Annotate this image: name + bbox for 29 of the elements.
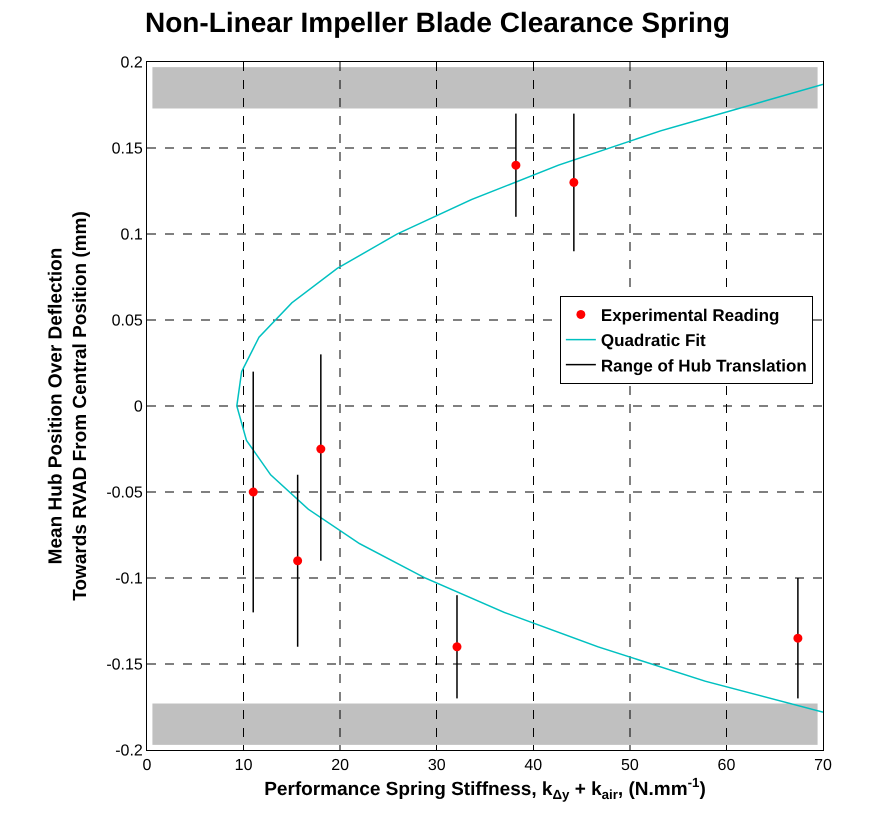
y-tick-label: 0.15 (112, 140, 143, 158)
point (293, 556, 302, 566)
x-tick-label: 20 (331, 757, 350, 774)
y-tick-label: 0 (134, 398, 143, 416)
point (793, 634, 802, 643)
y-tick-label: 0.05 (112, 312, 143, 330)
legend-label: Range of Hub Translation (600, 356, 807, 376)
x-axis-title: Performance Spring Stiffness, k$_{Δy}$ + k$_{air}$, (N.mm$^{-1}$) (264, 775, 706, 802)
legend-label: Quadratic Fit (600, 331, 706, 350)
point (316, 444, 326, 454)
x-tick-label: 40 (524, 757, 542, 774)
y-tick-label: -0.2 (115, 742, 143, 760)
point (452, 642, 462, 652)
point (248, 488, 258, 496)
x-tick-label: 50 (620, 757, 639, 774)
point (569, 178, 578, 187)
y-tick-label: 0.1 (120, 226, 143, 244)
y-tick-label: -0.1 (115, 570, 143, 588)
x-tick-label: 70 (814, 757, 832, 774)
x-tick-label: 10 (234, 757, 253, 774)
y-axis-title: Mean Hub Position Over Deflection Towards RVAD From Central Position (mm) (45, 211, 92, 601)
point (511, 160, 520, 170)
chart-title: Non-Linear Impeller Blade Clearance Spring (144, 7, 730, 38)
legend-label: Experimental Reading (600, 306, 780, 326)
x-tick-label: 30 (428, 757, 446, 774)
y-tick-label: 0.2 (120, 54, 143, 72)
y-tick-label: -0.05 (106, 484, 143, 502)
y-tick-label: -0.15 (106, 656, 143, 674)
x-tick-label: 60 (718, 757, 736, 774)
